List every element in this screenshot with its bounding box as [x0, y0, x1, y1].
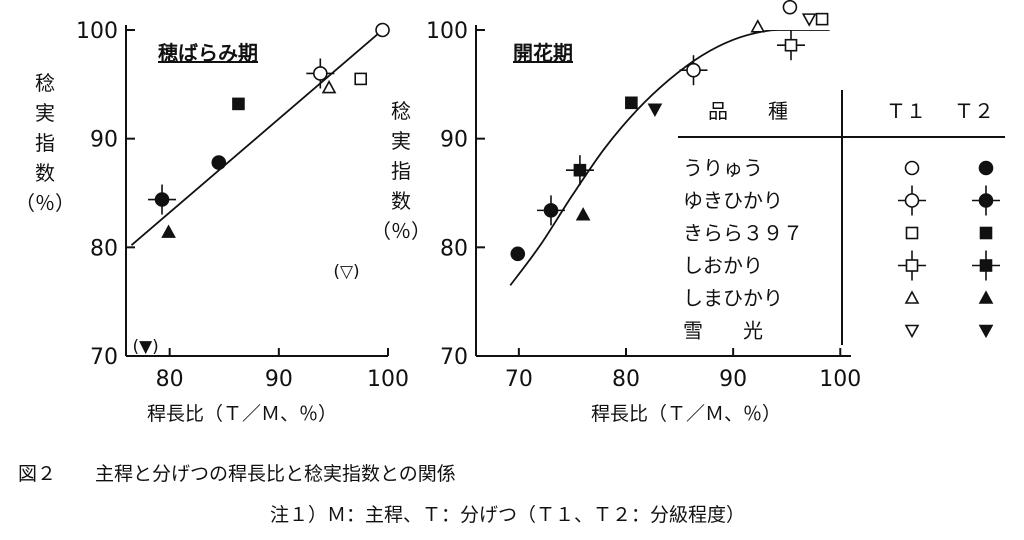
- legend-marker-t2: [978, 324, 994, 339]
- legend-row: 雪 光: [683, 319, 994, 343]
- caption-note: 注１）Ｍ：主稈、Ｔ：分げつ（Ｔ１、Ｔ２：分級程度）: [270, 504, 746, 526]
- legend-header-t1: Ｔ１: [886, 99, 926, 123]
- figure: 穂ばらみ期 稔実指数（％） 70 80 90 100 80 90 100 (▽) (▼) 稈長…: [15, 0, 1005, 425]
- data-point-filled-circle-cross: [148, 184, 177, 215]
- legend-variety-name: うりゅう: [683, 156, 763, 180]
- legend-row: きらら３９７: [683, 221, 993, 245]
- caption-title: 主稈と分げつの稈長比と稔実指数との関係: [95, 463, 456, 485]
- x-axis-label: 稈長比（Ｔ／Ｍ、％）: [147, 403, 337, 425]
- data-point-filled-square-cross: [565, 155, 594, 186]
- data-point-open-triangle-up: [750, 19, 766, 33]
- legend-row: ゆきひかり: [683, 185, 1000, 216]
- data-point-open-square: [354, 72, 368, 86]
- data-point-open-triangle-up: [321, 79, 337, 94]
- chart-panel-flowering: 開花期 稔実指数（％） 70 80 90 100 70 80 90 100 稈長比（Ｔ／Ｍ、％…: [371, 0, 861, 425]
- legend-variety-name: ゆきひかり: [683, 189, 783, 213]
- data-point-open-circle-cross: [679, 55, 708, 86]
- legend-variety-name: きらら３９７: [683, 221, 803, 245]
- y-tick-label: 90: [440, 128, 468, 153]
- chart-panel-booting: 穂ばらみ期 稔実指数（％） 70 80 90 100 80 90 100 (▽) (▼) 稈長…: [15, 19, 409, 425]
- legend-marker-t2: [972, 185, 1000, 216]
- x-tick-label: 70: [505, 367, 533, 392]
- fit-line: [130, 30, 384, 246]
- y-axis-label-text: 稔実指数（％）: [15, 71, 75, 215]
- legend-marker-t2: [979, 226, 993, 240]
- data-point-filled-triangle-down: [647, 103, 663, 117]
- data-point-filled-circle: [510, 246, 526, 262]
- data-point-filled-circle-cross: [537, 195, 565, 226]
- data-points: [148, 22, 390, 238]
- data-point-open-triangle-down: [801, 13, 817, 27]
- legend-header-t2: Ｔ２: [954, 99, 994, 123]
- x-tick-label: 100: [819, 367, 861, 392]
- caption-label: 図２: [18, 463, 57, 485]
- legend-row: うりゅう: [683, 156, 994, 180]
- y-tick-label: 90: [90, 128, 118, 153]
- y-tick-label: 80: [90, 236, 118, 261]
- legend-variety-name: 雪 光: [683, 319, 763, 343]
- x-tick-label: 80: [612, 367, 640, 392]
- data-points: [510, 0, 829, 262]
- excluded-point-label: (▼): [132, 337, 158, 357]
- legend-marker-t1: [904, 290, 920, 304]
- data-point-open-square-cross: [777, 30, 805, 61]
- legend-row: しおかり: [683, 250, 1000, 281]
- legend-marker-t1: [898, 250, 926, 281]
- data-point-filled-circle: [211, 155, 227, 170]
- y-tick-label: 80: [440, 236, 468, 261]
- y-axis-label: 稔実指数（％）: [371, 99, 431, 243]
- legend-marker-t1: [905, 226, 919, 240]
- legend-row: しまひかり: [683, 286, 994, 310]
- y-tick-label: 100: [426, 19, 468, 44]
- axes: 70 80 90 100 80 90 100: [76, 19, 409, 392]
- data-point-open-circle: [375, 22, 390, 38]
- data-point-open-square: [815, 12, 829, 26]
- fit-line: [509, 30, 830, 286]
- legend-marker-t1: [898, 185, 926, 216]
- x-tick-label: 90: [719, 367, 747, 392]
- legend-marker-t2: [978, 160, 994, 176]
- data-point-open-circle: [782, 0, 798, 15]
- excluded-point-label: (▽): [333, 262, 359, 282]
- data-point-filled-triangle-up: [161, 224, 176, 238]
- legend-marker-t1: [904, 324, 920, 339]
- y-tick-label: 70: [440, 345, 468, 370]
- y-tick-label: 70: [90, 345, 118, 370]
- legend-marker-t1: [904, 160, 920, 176]
- x-tick-label: 80: [156, 367, 184, 392]
- data-point-filled-square: [232, 97, 245, 111]
- fit-curve: [130, 30, 384, 246]
- legend-variety-name: しおかり: [683, 254, 763, 278]
- legend-header-variety: 品 種: [708, 99, 788, 123]
- y-tick-label: 100: [76, 19, 118, 44]
- legend-marker-t2: [978, 290, 994, 304]
- x-tick-label: 100: [367, 367, 409, 392]
- fit-curve: [509, 30, 830, 286]
- axes: 70 80 90 100 70 80 90 100: [426, 19, 861, 392]
- panel-title: 開花期: [513, 41, 573, 65]
- x-axis-label: 稈長比（Ｔ／Ｍ、％）: [591, 403, 781, 425]
- data-point-filled-triangle-up: [575, 207, 591, 221]
- excluded-points: (▽) (▼): [132, 262, 359, 357]
- legend-marker-t2: [972, 250, 1000, 281]
- y-axis-label: 稔実指数（％）: [15, 71, 75, 215]
- panel-title: 穂ばらみ期: [158, 41, 258, 65]
- data-point-open-circle-cross: [306, 58, 335, 89]
- data-point-filled-square: [625, 96, 638, 110]
- x-tick-label: 90: [265, 367, 293, 392]
- y-axis-label-text: 稔実指数（％）: [371, 99, 431, 243]
- legend-variety-name: しまひかり: [683, 286, 783, 310]
